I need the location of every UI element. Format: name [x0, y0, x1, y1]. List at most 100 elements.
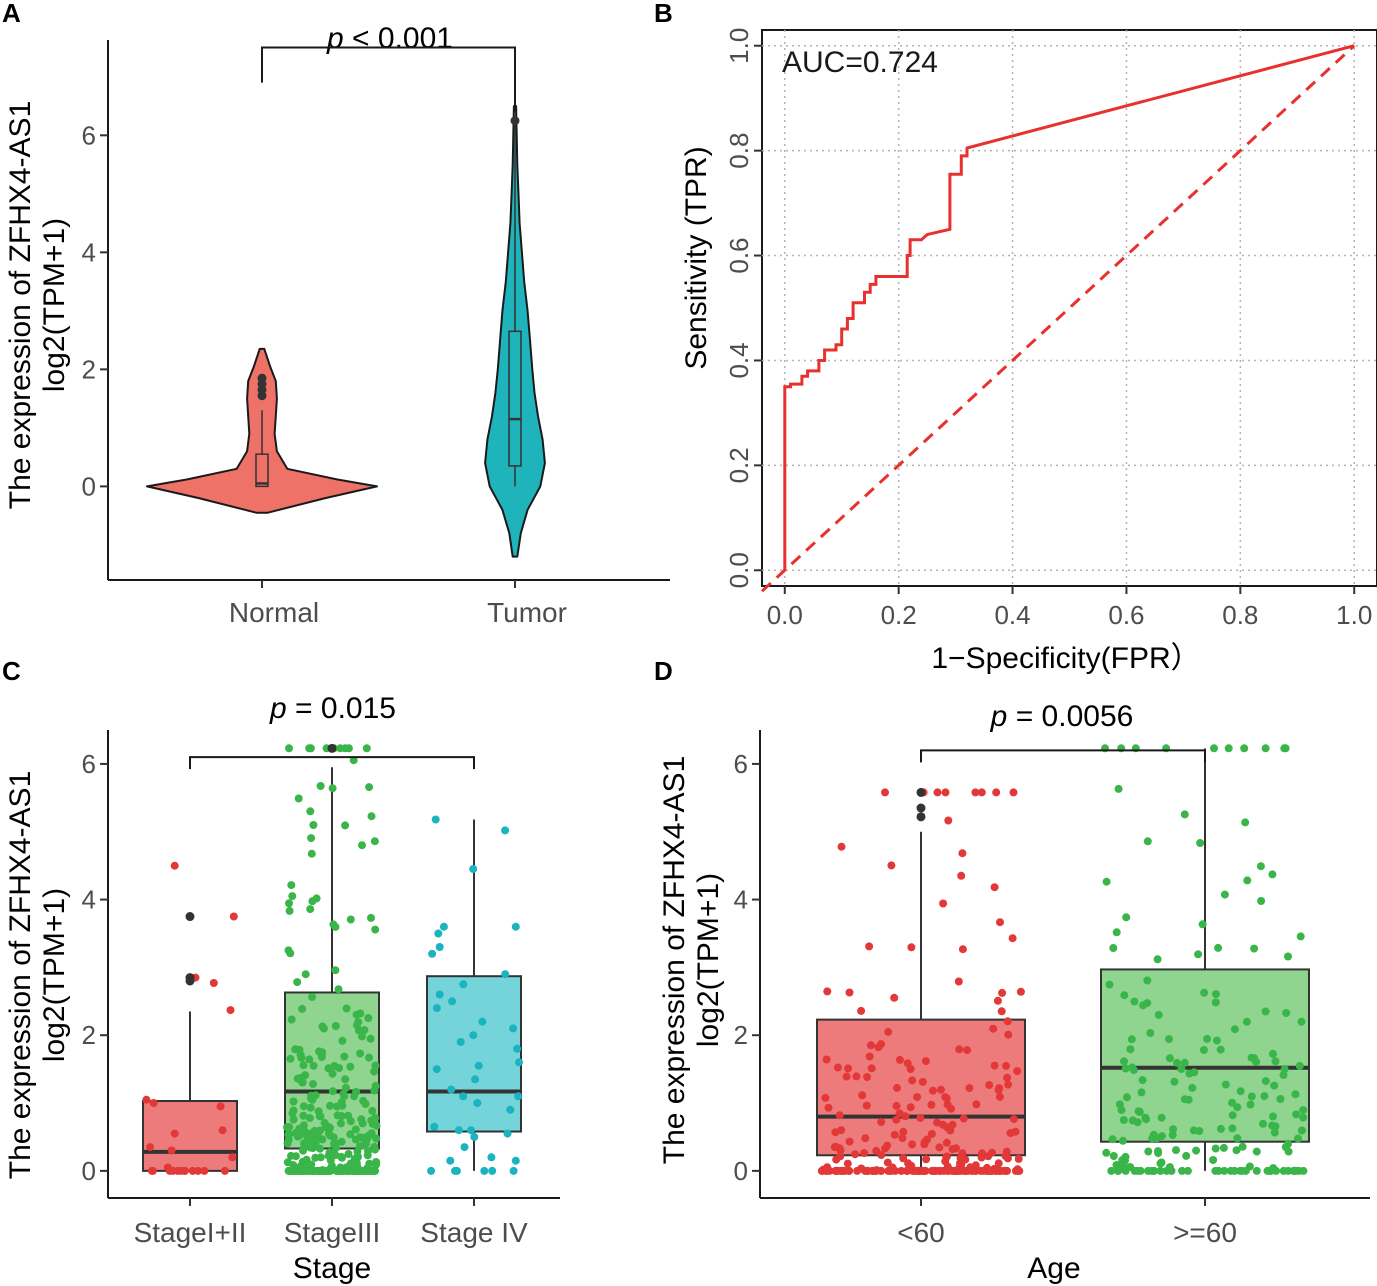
data-point	[861, 1134, 870, 1143]
data-point	[1230, 1166, 1239, 1175]
p-value-label: p < 0.001	[326, 22, 453, 55]
data-point	[1242, 1017, 1251, 1026]
data-point	[965, 1084, 974, 1093]
y-axis-title-line2: log2(TPM+1)	[692, 873, 725, 1047]
y-tick-label: 0.8	[724, 133, 754, 169]
data-point	[1238, 1142, 1247, 1151]
data-point	[1004, 1030, 1013, 1039]
data-point	[1247, 1053, 1256, 1062]
data-point	[1154, 1149, 1163, 1158]
outlier-point	[916, 803, 926, 813]
roc-lines	[760, 44, 1356, 593]
data-point	[511, 1156, 520, 1165]
data-point	[990, 883, 999, 892]
data-point	[294, 794, 303, 803]
data-point	[1271, 1057, 1280, 1066]
y-tick-label: 0	[82, 471, 96, 501]
data-point	[862, 1101, 871, 1110]
data-point	[318, 1135, 327, 1144]
data-point	[1102, 1148, 1111, 1157]
data-point	[503, 1129, 512, 1138]
data-point	[460, 1143, 469, 1152]
data-point	[1004, 1080, 1013, 1089]
data-point	[1299, 1106, 1308, 1115]
data-point	[1138, 1076, 1147, 1085]
significance-bracket: p = 0.015	[189, 692, 475, 770]
data-point	[955, 1045, 964, 1054]
outlier-point	[916, 787, 926, 797]
data-point	[365, 783, 374, 792]
y-axis-title-line2: log2(TPM+1)	[38, 218, 71, 392]
data-point	[299, 1121, 308, 1130]
data-point	[1280, 1065, 1289, 1074]
data-point	[1292, 1110, 1301, 1119]
data-point	[844, 1064, 853, 1073]
data-point	[326, 1123, 335, 1132]
data-point	[1107, 1166, 1116, 1175]
y-tick-label: 4	[734, 885, 748, 915]
data-point	[336, 744, 345, 753]
data-point	[1216, 1045, 1225, 1054]
data-point	[832, 1166, 841, 1175]
data-point	[299, 1144, 308, 1153]
y-tick-label: 2	[82, 1020, 96, 1050]
data-point	[1143, 976, 1152, 985]
data-point	[1198, 920, 1207, 929]
data-point	[371, 1159, 380, 1168]
data-point	[1212, 990, 1220, 999]
data-point	[1170, 1077, 1179, 1086]
data-point	[1126, 1045, 1135, 1054]
data-point	[833, 1063, 842, 1072]
data-point	[337, 1137, 346, 1146]
data-point	[1236, 1087, 1245, 1096]
data-point	[285, 899, 293, 908]
data-point	[1009, 788, 1018, 797]
data-point	[427, 1166, 436, 1175]
data-point	[358, 841, 366, 850]
y-tick-label: 6	[734, 749, 748, 779]
data-point	[303, 1133, 312, 1142]
data-point	[163, 1163, 172, 1172]
data-point	[359, 1096, 368, 1105]
data-point	[1195, 1127, 1204, 1135]
data-point	[297, 1053, 306, 1062]
data-point	[1243, 876, 1252, 885]
outlier-point	[510, 116, 520, 126]
data-point	[865, 942, 874, 951]
data-point	[351, 1125, 360, 1134]
data-point	[1192, 1146, 1201, 1155]
x-tick-label: Stage IV	[420, 1217, 528, 1248]
data-point	[1180, 1095, 1189, 1104]
data-point	[289, 1115, 298, 1124]
x-axis-title: 1−Specificity(FPR）	[931, 642, 1200, 675]
data-point	[1220, 1166, 1229, 1175]
data-point	[921, 1057, 930, 1066]
data-point	[352, 1087, 361, 1096]
data-point	[1168, 1131, 1177, 1140]
data-point	[1232, 1146, 1241, 1155]
data-point	[979, 1166, 988, 1175]
data-point	[897, 1166, 906, 1175]
data-point	[872, 1166, 881, 1175]
data-point	[298, 1004, 307, 1013]
data-point	[977, 1153, 986, 1162]
data-point	[1165, 1054, 1174, 1063]
outlier-point	[916, 812, 926, 822]
data-point	[1183, 1166, 1192, 1175]
data-point	[1011, 1127, 1020, 1136]
y-tick-label: 0	[734, 1156, 748, 1186]
data-point	[824, 1103, 833, 1112]
data-point	[883, 1141, 892, 1150]
data-point	[837, 842, 846, 851]
panel-d-age-boxplot: 0 2 4 6 <60 >=60 p = 0.0056 Age The expressio…	[658, 700, 1370, 1285]
data-point	[863, 1073, 872, 1081]
data-point	[370, 1142, 379, 1151]
data-point	[333, 1111, 342, 1120]
data-point	[1167, 1166, 1176, 1175]
roc-curve	[783, 44, 1355, 571]
data-point	[831, 1128, 840, 1137]
data-point	[448, 997, 457, 1006]
data-point	[987, 1166, 995, 1175]
data-point	[962, 1166, 971, 1175]
data-point	[884, 1166, 893, 1175]
